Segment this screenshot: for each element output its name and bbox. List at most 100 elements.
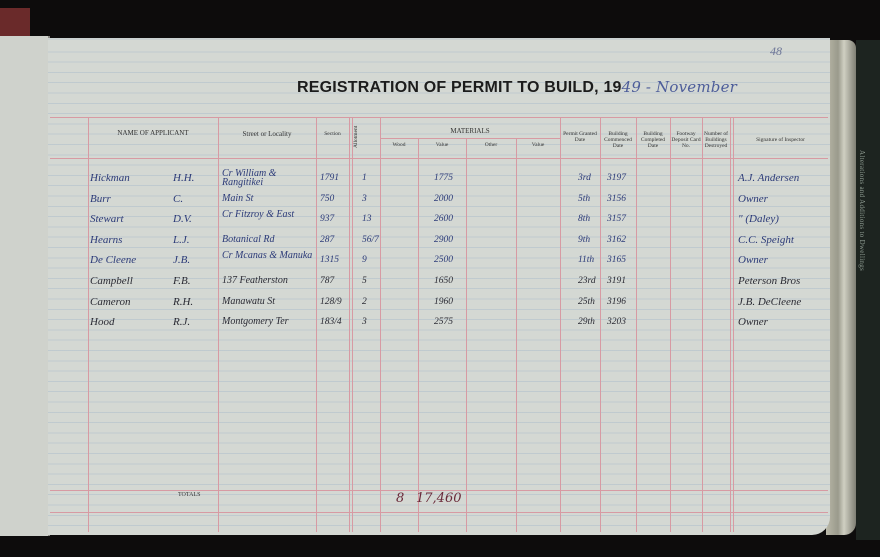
rule-line <box>50 512 828 513</box>
cell-surname: Cameron <box>90 295 131 308</box>
column-rule <box>560 117 561 532</box>
cell-permit: 8th <box>578 214 591 225</box>
cell-signature: C.C. Speight <box>738 233 794 246</box>
header-value: Value <box>435 142 449 148</box>
column-rule <box>352 117 353 532</box>
column-rule <box>636 117 637 532</box>
cell-commenced: 3165 <box>607 255 626 266</box>
cell-initials: J.B. <box>173 254 191 267</box>
cell-street: Cr Fitzroy & East <box>222 209 295 221</box>
cell-surname: Hearns <box>90 233 123 246</box>
title-printed: REGISTRATION OF PERMIT TO BUILD, 19 <box>297 79 622 96</box>
cell-surname: Stewart <box>90 213 124 226</box>
cell-initials: C. <box>173 192 184 205</box>
header-signature: Signature of Inspector <box>756 137 805 143</box>
cell-value: 2000 <box>434 193 453 204</box>
cell-value: 1650 <box>434 276 453 286</box>
cell-value: 1960 <box>434 296 453 307</box>
header-allotment: Allotment <box>353 125 359 149</box>
cell-permit: 3rd <box>578 173 591 183</box>
cell-permit: 9th <box>578 234 591 245</box>
cell-value: 2900 <box>434 234 453 245</box>
cell-initials: L.J. <box>173 233 190 246</box>
column-rule <box>516 138 517 532</box>
cell-initials: D.V. <box>173 213 192 226</box>
page-number: 48 <box>770 44 782 58</box>
cell-allotment: 56/7 <box>362 234 379 245</box>
cell-street: Cr William & Rangitikei <box>222 168 277 188</box>
cell-permit: 25th <box>578 296 595 307</box>
cell-permit: 23rd <box>578 276 596 286</box>
cell-commenced: 3156 <box>607 193 626 204</box>
cell-permit: 11th <box>578 255 595 266</box>
cell-signature: Peterson Bros <box>738 275 801 287</box>
title-year: 49 <box>621 78 642 96</box>
header-completed: Building Completed Date <box>640 131 666 149</box>
column-rule <box>733 117 734 532</box>
cell-street: Cr Mcanas & Manuka <box>222 250 313 262</box>
header-destroyed: Number of Buildings Destroyed <box>704 131 728 149</box>
header-name: NAME OF APPLICANT <box>117 129 189 137</box>
totals-count: 8 <box>396 491 405 506</box>
cell-initials: F.B. <box>173 275 191 287</box>
ledger-page <box>48 38 830 535</box>
column-rule <box>418 138 419 532</box>
header-street: Street or Locality <box>242 130 292 138</box>
column-rule <box>218 117 219 532</box>
cell-section: 1791 <box>320 173 339 183</box>
column-rule <box>349 117 350 532</box>
cell-allotment: 5 <box>362 276 367 286</box>
cell-surname: Burr <box>90 192 111 205</box>
cell-street: Main St <box>222 192 254 204</box>
left-page-edge <box>0 36 50 536</box>
column-rule <box>702 117 703 532</box>
cell-surname: Hood <box>90 316 115 329</box>
cell-section: 937 <box>320 214 335 225</box>
cell-value: 2600 <box>434 214 453 225</box>
cell-section: 787 <box>320 276 335 286</box>
rule-line <box>50 490 828 491</box>
cell-signature: " (Daley) <box>738 213 779 226</box>
title-month: - November <box>645 78 738 96</box>
cell-commenced: 3197 <box>607 173 626 183</box>
header-value2: Value <box>531 142 545 148</box>
column-rule <box>466 138 467 532</box>
page-edges <box>826 40 856 535</box>
rule-line <box>50 158 828 159</box>
cell-initials: R.H. <box>173 295 194 308</box>
page-title: REGISTRATION OF PERMIT TO BUILD, 1949 - … <box>297 78 737 97</box>
header-section: Section <box>324 131 341 137</box>
header-other: Other <box>484 142 498 148</box>
cell-section: 287 <box>320 234 335 245</box>
cell-surname: De Cleene <box>90 254 137 267</box>
cell-street: Montgomery Ter <box>222 316 289 328</box>
cell-signature: A.J. Andersen <box>738 172 800 184</box>
cell-value: 1775 <box>434 173 453 183</box>
cell-signature: Owner <box>738 316 768 329</box>
cell-street: Botanical Rd <box>222 233 275 245</box>
cell-surname: Hickman <box>90 172 130 184</box>
column-rule <box>88 117 89 532</box>
column-rule <box>316 117 317 532</box>
cell-street: 137 Featherston <box>222 275 288 286</box>
header-footway: Footway Deposit Card No. <box>671 131 701 149</box>
cell-value: 2575 <box>434 317 453 328</box>
column-rule <box>600 117 601 532</box>
cell-allotment: 9 <box>362 255 367 266</box>
header-permit: Permit Granted Date <box>563 131 597 143</box>
cell-section: 128/9 <box>320 296 342 307</box>
cell-value: 2500 <box>434 255 453 266</box>
cell-signature: Owner <box>738 254 768 267</box>
cell-section: 750 <box>320 193 335 204</box>
column-rule <box>730 117 731 532</box>
cell-commenced: 3203 <box>607 317 626 328</box>
header-materials: MATERIALS <box>450 127 490 135</box>
column-rule <box>380 117 381 532</box>
spine-label: Alterations and Additions to Dwellings <box>858 150 866 272</box>
column-rule <box>670 117 671 532</box>
rule-line <box>380 138 560 139</box>
cell-signature: J.B. DeCleene <box>738 295 802 308</box>
book-spine: Alterations and Additions to Dwellings <box>856 40 880 540</box>
cell-section: 183/4 <box>320 317 342 328</box>
cell-initials: R.J. <box>173 316 191 329</box>
